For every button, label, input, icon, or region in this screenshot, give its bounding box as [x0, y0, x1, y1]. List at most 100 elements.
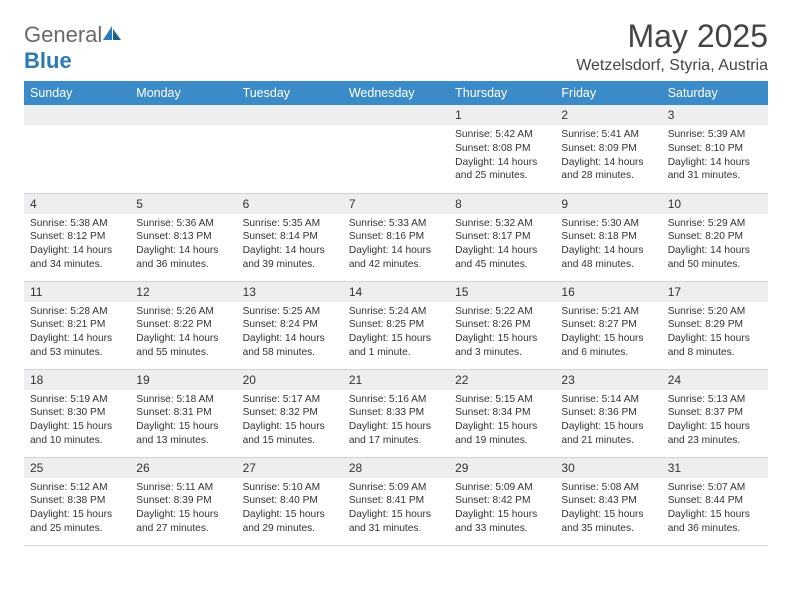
day-number: 26	[130, 458, 236, 478]
daylight-line: Daylight: 14 hours and 53 minutes.	[30, 332, 124, 360]
daylight-line: Daylight: 14 hours and 39 minutes.	[243, 244, 337, 272]
sunrise-line: Sunrise: 5:33 AM	[349, 217, 443, 231]
day-number: 4	[24, 194, 130, 214]
day-details: Sunrise: 5:07 AMSunset: 8:44 PMDaylight:…	[662, 478, 768, 540]
sunrise-line: Sunrise: 5:29 AM	[668, 217, 762, 231]
day-details: Sunrise: 5:41 AMSunset: 8:09 PMDaylight:…	[555, 125, 661, 187]
day-number: 13	[237, 282, 343, 302]
sunset-line: Sunset: 8:16 PM	[349, 230, 443, 244]
calendar-cell: 22Sunrise: 5:15 AMSunset: 8:34 PMDayligh…	[449, 369, 555, 457]
calendar-cell: 21Sunrise: 5:16 AMSunset: 8:33 PMDayligh…	[343, 369, 449, 457]
daylight-line: Daylight: 14 hours and 58 minutes.	[243, 332, 337, 360]
daylight-line: Daylight: 15 hours and 15 minutes.	[243, 420, 337, 448]
sunset-line: Sunset: 8:44 PM	[668, 494, 762, 508]
day-number: 21	[343, 370, 449, 390]
day-details: Sunrise: 5:25 AMSunset: 8:24 PMDaylight:…	[237, 302, 343, 364]
day-details: Sunrise: 5:14 AMSunset: 8:36 PMDaylight:…	[555, 390, 661, 452]
daylight-line: Daylight: 15 hours and 3 minutes.	[455, 332, 549, 360]
calendar-cell: 18Sunrise: 5:19 AMSunset: 8:30 PMDayligh…	[24, 369, 130, 457]
daylight-line: Daylight: 14 hours and 36 minutes.	[136, 244, 230, 272]
sunset-line: Sunset: 8:41 PM	[349, 494, 443, 508]
sunset-line: Sunset: 8:40 PM	[243, 494, 337, 508]
calendar-cell: 4Sunrise: 5:38 AMSunset: 8:12 PMDaylight…	[24, 193, 130, 281]
daylight-line: Daylight: 15 hours and 35 minutes.	[561, 508, 655, 536]
sunset-line: Sunset: 8:12 PM	[30, 230, 124, 244]
calendar-cell: 10Sunrise: 5:29 AMSunset: 8:20 PMDayligh…	[662, 193, 768, 281]
day-number: 10	[662, 194, 768, 214]
empty-daynum	[237, 105, 343, 125]
sunrise-line: Sunrise: 5:17 AM	[243, 393, 337, 407]
sunrise-line: Sunrise: 5:41 AM	[561, 128, 655, 142]
daylight-line: Daylight: 14 hours and 31 minutes.	[668, 156, 762, 184]
daylight-line: Daylight: 15 hours and 19 minutes.	[455, 420, 549, 448]
sunrise-line: Sunrise: 5:16 AM	[349, 393, 443, 407]
day-details: Sunrise: 5:32 AMSunset: 8:17 PMDaylight:…	[449, 214, 555, 276]
brand-blue: Blue	[24, 48, 72, 73]
day-details: Sunrise: 5:15 AMSunset: 8:34 PMDaylight:…	[449, 390, 555, 452]
day-details: Sunrise: 5:22 AMSunset: 8:26 PMDaylight:…	[449, 302, 555, 364]
calendar-cell: 20Sunrise: 5:17 AMSunset: 8:32 PMDayligh…	[237, 369, 343, 457]
daylight-line: Daylight: 14 hours and 42 minutes.	[349, 244, 443, 272]
weekday-header: Sunday	[24, 81, 130, 105]
daylight-line: Daylight: 14 hours and 34 minutes.	[30, 244, 124, 272]
day-details: Sunrise: 5:17 AMSunset: 8:32 PMDaylight:…	[237, 390, 343, 452]
daylight-line: Daylight: 15 hours and 1 minute.	[349, 332, 443, 360]
calendar-table: Sunday Monday Tuesday Wednesday Thursday…	[24, 81, 768, 546]
brand-general: General	[24, 22, 102, 47]
day-details: Sunrise: 5:33 AMSunset: 8:16 PMDaylight:…	[343, 214, 449, 276]
calendar-cell	[24, 105, 130, 193]
calendar-cell: 8Sunrise: 5:32 AMSunset: 8:17 PMDaylight…	[449, 193, 555, 281]
day-number: 15	[449, 282, 555, 302]
calendar-cell: 29Sunrise: 5:09 AMSunset: 8:42 PMDayligh…	[449, 457, 555, 545]
sunset-line: Sunset: 8:13 PM	[136, 230, 230, 244]
day-details: Sunrise: 5:20 AMSunset: 8:29 PMDaylight:…	[662, 302, 768, 364]
day-details: Sunrise: 5:12 AMSunset: 8:38 PMDaylight:…	[24, 478, 130, 540]
calendar-body: 1Sunrise: 5:42 AMSunset: 8:08 PMDaylight…	[24, 105, 768, 545]
sunset-line: Sunset: 8:25 PM	[349, 318, 443, 332]
day-number: 1	[449, 105, 555, 125]
day-number: 31	[662, 458, 768, 478]
sunrise-line: Sunrise: 5:07 AM	[668, 481, 762, 495]
sunrise-line: Sunrise: 5:08 AM	[561, 481, 655, 495]
empty-daynum	[24, 105, 130, 125]
daylight-line: Daylight: 14 hours and 55 minutes.	[136, 332, 230, 360]
sunrise-line: Sunrise: 5:14 AM	[561, 393, 655, 407]
weekday-header: Monday	[130, 81, 236, 105]
calendar-cell: 26Sunrise: 5:11 AMSunset: 8:39 PMDayligh…	[130, 457, 236, 545]
day-details: Sunrise: 5:29 AMSunset: 8:20 PMDaylight:…	[662, 214, 768, 276]
sunset-line: Sunset: 8:42 PM	[455, 494, 549, 508]
sunrise-line: Sunrise: 5:13 AM	[668, 393, 762, 407]
day-number: 23	[555, 370, 661, 390]
weekday-header: Saturday	[662, 81, 768, 105]
day-number: 11	[24, 282, 130, 302]
calendar-cell: 2Sunrise: 5:41 AMSunset: 8:09 PMDaylight…	[555, 105, 661, 193]
daylight-line: Daylight: 15 hours and 33 minutes.	[455, 508, 549, 536]
day-number: 7	[343, 194, 449, 214]
day-details: Sunrise: 5:18 AMSunset: 8:31 PMDaylight:…	[130, 390, 236, 452]
sunset-line: Sunset: 8:30 PM	[30, 406, 124, 420]
sunrise-line: Sunrise: 5:35 AM	[243, 217, 337, 231]
calendar-cell	[130, 105, 236, 193]
calendar-cell	[343, 105, 449, 193]
sunrise-line: Sunrise: 5:25 AM	[243, 305, 337, 319]
sunrise-line: Sunrise: 5:28 AM	[30, 305, 124, 319]
weekday-header: Wednesday	[343, 81, 449, 105]
day-number: 29	[449, 458, 555, 478]
day-number: 20	[237, 370, 343, 390]
day-number: 6	[237, 194, 343, 214]
daylight-line: Daylight: 15 hours and 10 minutes.	[30, 420, 124, 448]
calendar-cell: 7Sunrise: 5:33 AMSunset: 8:16 PMDaylight…	[343, 193, 449, 281]
day-number: 5	[130, 194, 236, 214]
day-number: 3	[662, 105, 768, 125]
sunrise-line: Sunrise: 5:30 AM	[561, 217, 655, 231]
day-number: 19	[130, 370, 236, 390]
calendar-cell: 31Sunrise: 5:07 AMSunset: 8:44 PMDayligh…	[662, 457, 768, 545]
day-details: Sunrise: 5:11 AMSunset: 8:39 PMDaylight:…	[130, 478, 236, 540]
daylight-line: Daylight: 15 hours and 36 minutes.	[668, 508, 762, 536]
weekday-header: Thursday	[449, 81, 555, 105]
sunset-line: Sunset: 8:36 PM	[561, 406, 655, 420]
sunset-line: Sunset: 8:17 PM	[455, 230, 549, 244]
day-details: Sunrise: 5:38 AMSunset: 8:12 PMDaylight:…	[24, 214, 130, 276]
calendar-cell: 14Sunrise: 5:24 AMSunset: 8:25 PMDayligh…	[343, 281, 449, 369]
calendar-cell: 1Sunrise: 5:42 AMSunset: 8:08 PMDaylight…	[449, 105, 555, 193]
